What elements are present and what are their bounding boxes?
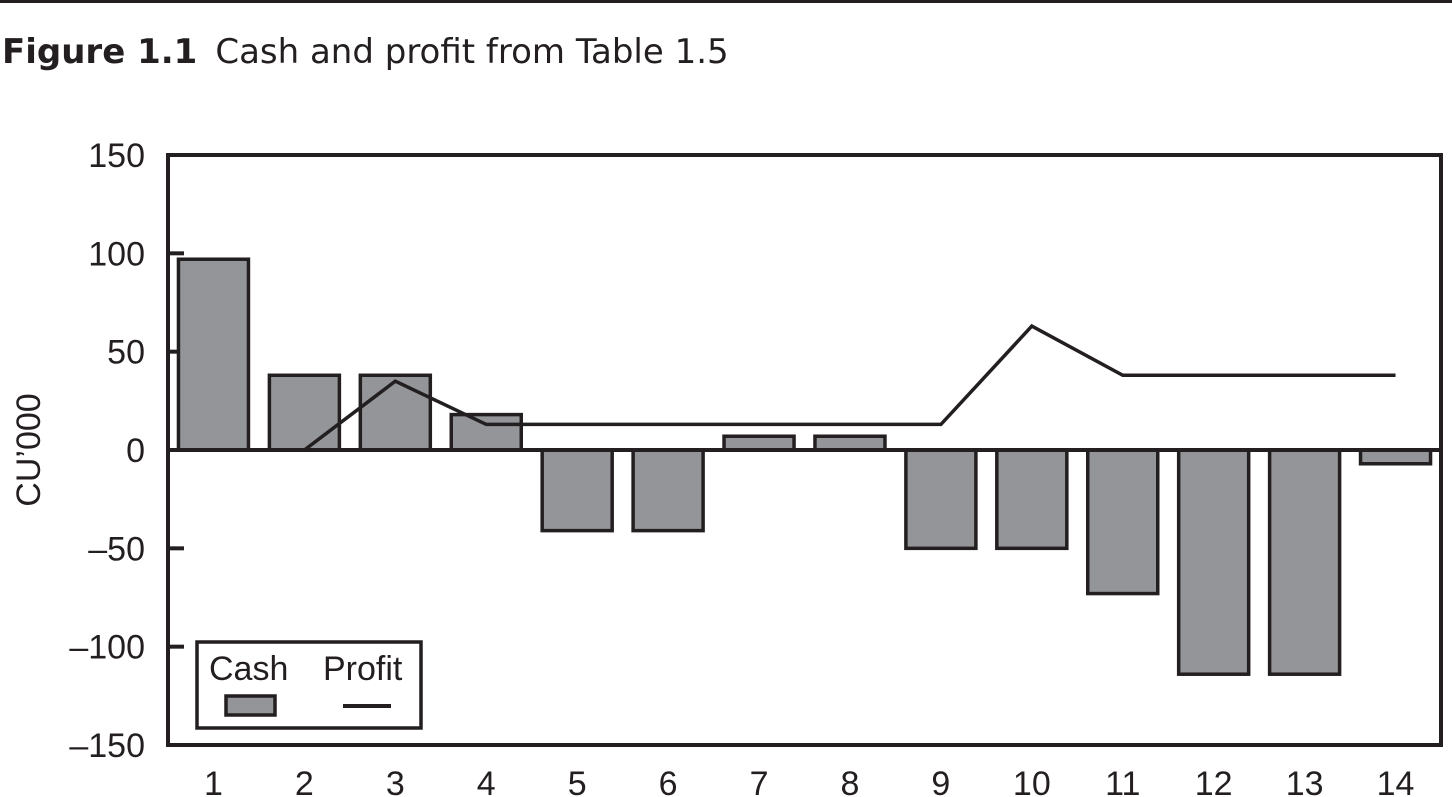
cash-bar-2 (267, 373, 342, 452)
y-tick-label: 50 (107, 334, 145, 372)
cash-bar-6 (631, 448, 705, 533)
x-tick-label: 9 (931, 765, 950, 797)
top-rule (0, 0, 1452, 3)
y-tick-label: –100 (69, 629, 145, 667)
cash-bar-9 (904, 448, 978, 551)
legend-label-cash: Cash (209, 650, 288, 688)
x-tick-label: 13 (1286, 765, 1324, 797)
cash-bar-4 (449, 412, 523, 452)
x-tick-label: 12 (1195, 765, 1233, 797)
cash-bar-14 (1358, 448, 1433, 466)
y-tick-label: 100 (88, 235, 145, 273)
figure-caption: Cash and profit from Table 1.5 (215, 32, 729, 72)
cash-bar-8 (813, 434, 887, 452)
y-tick-label: 0 (126, 432, 145, 470)
profit-line (303, 323, 1396, 452)
x-tick-label: 8 (841, 765, 860, 797)
cash-bar-13 (1267, 448, 1342, 676)
x-tick-label: 4 (477, 765, 496, 797)
x-tick-label: 14 (1377, 765, 1415, 797)
figure-label: Figure 1.1 (2, 32, 198, 72)
y-tick-label: –150 (69, 727, 145, 765)
cash-bar-3 (358, 373, 433, 452)
x-tick-label: 11 (1105, 765, 1140, 797)
y-axis-label: CU’000 (10, 393, 48, 506)
x-tick-label: 1 (204, 765, 223, 797)
cash-bar-10 (995, 448, 1069, 551)
cash-bar-11 (1086, 448, 1160, 596)
cash-bar-7 (722, 434, 796, 452)
legend-label-profit: Profit (323, 650, 403, 688)
x-tick-label: 5 (568, 765, 587, 797)
legend-swatch-cash (224, 694, 277, 717)
x-tick-label: 10 (1013, 765, 1051, 797)
x-tick-label: 3 (386, 765, 405, 797)
figure-title: Figure 1.1 Cash and profit from Table 1.5 (2, 32, 729, 72)
x-tick-label: 6 (659, 765, 678, 797)
y-tick-label: –50 (88, 530, 145, 568)
x-tick-label: 7 (750, 765, 769, 797)
cash-bar-1 (176, 257, 251, 452)
cash-bar-12 (1176, 448, 1251, 676)
y-tick-label: 150 (88, 137, 145, 175)
cash-bar-5 (540, 448, 614, 533)
x-tick-label: 2 (295, 765, 314, 797)
